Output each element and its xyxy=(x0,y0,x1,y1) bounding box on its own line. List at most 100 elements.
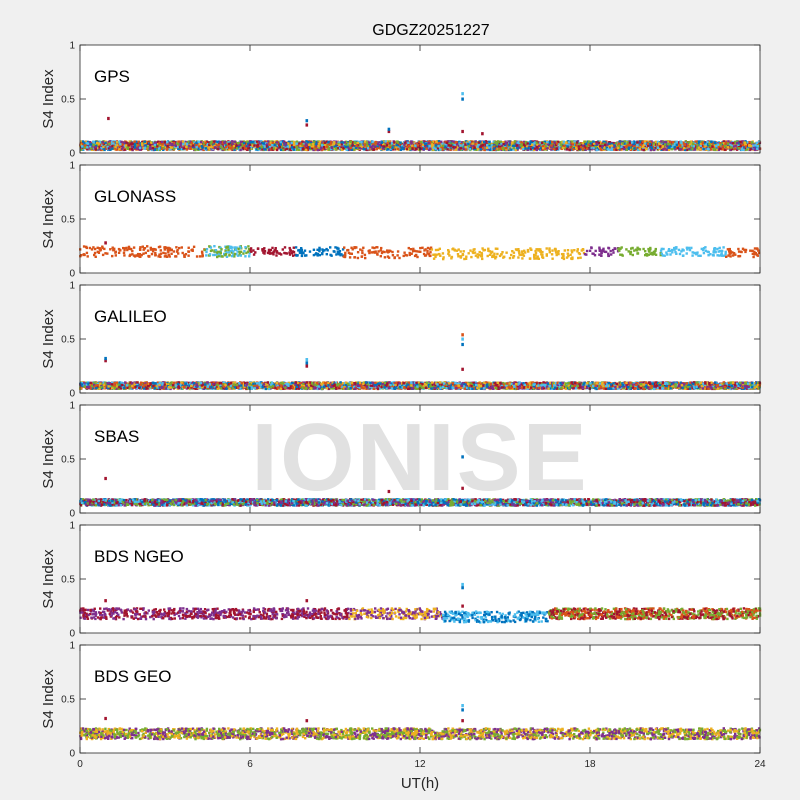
data-point xyxy=(727,140,730,143)
data-point xyxy=(585,144,589,147)
data-point xyxy=(678,144,682,147)
data-point xyxy=(411,145,414,148)
data-point xyxy=(575,146,578,149)
data-point xyxy=(317,140,320,143)
data-point xyxy=(495,143,498,146)
data-point xyxy=(342,147,345,150)
data-point xyxy=(353,148,356,151)
data-point xyxy=(379,147,382,150)
data-point xyxy=(158,148,162,152)
data-point xyxy=(608,146,611,149)
data-point xyxy=(699,144,702,148)
data-point xyxy=(555,142,559,145)
data-point xyxy=(301,141,304,144)
data-point xyxy=(639,143,642,146)
data-point xyxy=(447,146,450,150)
data-point xyxy=(708,146,711,149)
data-point xyxy=(384,147,388,150)
data-point xyxy=(158,142,161,145)
data-point xyxy=(680,148,683,151)
data-point xyxy=(121,146,124,149)
data-point xyxy=(260,147,263,150)
data-point xyxy=(477,143,480,146)
data-point xyxy=(612,141,615,145)
data-point xyxy=(483,148,486,152)
data-point xyxy=(729,141,732,144)
data-point xyxy=(524,142,527,145)
data-point xyxy=(257,142,260,145)
data-point xyxy=(170,140,173,143)
data-point xyxy=(269,145,272,148)
data-point xyxy=(371,147,374,151)
data-point xyxy=(732,143,736,146)
plot-area xyxy=(80,45,760,153)
data-point xyxy=(102,145,105,149)
data-point xyxy=(281,140,284,143)
data-point xyxy=(709,148,713,151)
data-point xyxy=(191,140,195,143)
data-point xyxy=(135,140,138,143)
data-point xyxy=(291,147,294,150)
data-point xyxy=(320,141,323,144)
data-point xyxy=(529,147,533,151)
data-point xyxy=(522,143,526,146)
data-point xyxy=(410,140,413,143)
data-point xyxy=(362,148,366,151)
data-point xyxy=(159,146,163,150)
data-point xyxy=(417,142,420,145)
data-point xyxy=(156,141,160,144)
data-point xyxy=(89,145,92,148)
data-point xyxy=(193,147,196,150)
data-point xyxy=(626,141,630,144)
data-point xyxy=(217,148,220,151)
data-point xyxy=(554,143,558,146)
data-point xyxy=(602,140,605,143)
data-point xyxy=(507,145,510,148)
data-point xyxy=(519,141,522,144)
data-point xyxy=(184,140,187,144)
data-point xyxy=(580,143,583,147)
data-point xyxy=(231,146,234,149)
data-point xyxy=(99,148,103,152)
data-point xyxy=(166,140,169,144)
data-point xyxy=(285,147,288,150)
data-point xyxy=(619,142,622,145)
data-point xyxy=(116,142,119,146)
data-point xyxy=(334,140,338,144)
data-point xyxy=(149,147,152,151)
data-point xyxy=(173,145,177,149)
data-point xyxy=(158,147,161,150)
data-point xyxy=(197,147,200,150)
data-point xyxy=(706,147,709,150)
data-point xyxy=(257,147,260,150)
data-point xyxy=(737,143,740,146)
data-point xyxy=(652,147,655,150)
data-point xyxy=(699,142,703,145)
data-point xyxy=(559,141,562,144)
data-point xyxy=(389,147,393,150)
data-point xyxy=(432,148,435,151)
data-point xyxy=(422,140,425,143)
data-point xyxy=(650,140,653,143)
data-point xyxy=(222,144,226,148)
data-point xyxy=(622,148,626,151)
data-point xyxy=(390,143,394,146)
data-point xyxy=(432,146,436,149)
data-point xyxy=(85,142,88,145)
data-point xyxy=(500,148,503,151)
data-point xyxy=(724,140,728,143)
data-point xyxy=(302,142,305,146)
data-point xyxy=(546,140,549,144)
data-point xyxy=(617,142,620,145)
data-point xyxy=(129,145,132,149)
data-point xyxy=(295,140,299,143)
data-point xyxy=(615,141,618,145)
data-point xyxy=(609,148,612,151)
data-point xyxy=(654,143,657,146)
data-point xyxy=(459,148,462,151)
data-point xyxy=(125,141,128,144)
data-point xyxy=(131,148,134,151)
data-point xyxy=(557,140,560,143)
data-point xyxy=(694,142,698,145)
